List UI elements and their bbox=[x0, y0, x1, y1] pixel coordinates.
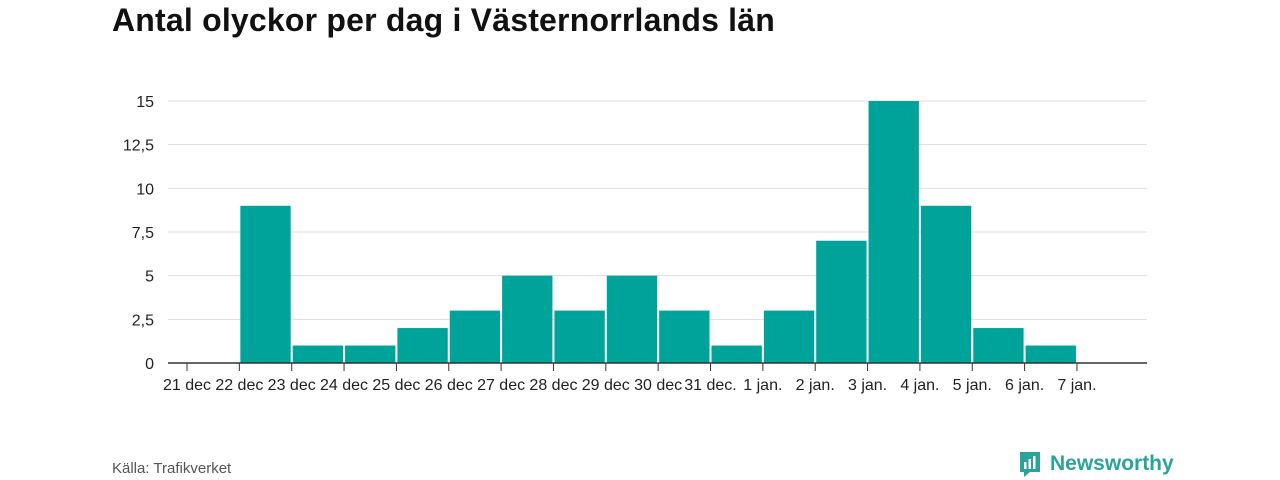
y-tick-label: 15 bbox=[136, 94, 154, 111]
x-tick-label: 6 jan. bbox=[1005, 377, 1044, 394]
bar bbox=[345, 345, 396, 363]
x-axis-labels: 21 dec 22 dec 23 dec 24 dec 25 dec 26 dec 27 d… bbox=[163, 377, 1097, 394]
x-axis bbox=[168, 362, 1147, 371]
y-tick-label: 10 bbox=[136, 181, 154, 198]
x-tick-label: 30 dec bbox=[634, 377, 682, 394]
x-tick-label: 27 dec bbox=[477, 377, 525, 394]
x-tick-label: 31 dec. bbox=[684, 377, 736, 394]
bar bbox=[554, 310, 605, 363]
x-tick-label: 29 dec bbox=[582, 377, 630, 394]
bar bbox=[449, 310, 501, 363]
y-tick-label: 12,5 bbox=[123, 138, 154, 155]
x-tick-label: 22 dec bbox=[215, 377, 263, 394]
bar bbox=[973, 328, 1024, 363]
gridlines bbox=[168, 100, 1147, 320]
y-tick-label: 0 bbox=[145, 356, 154, 373]
y-tick-label: 5 bbox=[145, 269, 154, 286]
bar bbox=[1025, 345, 1076, 363]
x-tick-label: 25 dec bbox=[372, 377, 420, 394]
source-note: Källa: Trafikverket bbox=[112, 460, 232, 477]
bar bbox=[816, 240, 867, 363]
x-tick-label: 26 dec bbox=[425, 377, 473, 394]
y-tick-label: 2,5 bbox=[132, 312, 154, 329]
x-tick-label: 2 jan. bbox=[796, 377, 835, 394]
x-tick-label: 1 jan. bbox=[743, 377, 782, 394]
x-tick-label: 21 dec bbox=[163, 377, 211, 394]
x-tick-label: 3 jan. bbox=[848, 377, 887, 394]
chart-title: Antal olyckor per dag i Västernorrlands … bbox=[112, 2, 776, 38]
newsworthy-logo-icon bbox=[1020, 452, 1040, 477]
bar bbox=[659, 310, 710, 363]
bar bbox=[397, 328, 448, 363]
x-tick-label: 7 jan. bbox=[1057, 377, 1096, 394]
y-axis-labels: 0 2,5 5 7,5 10 12,5 15 bbox=[123, 94, 154, 373]
bar bbox=[292, 345, 344, 363]
bar bbox=[763, 310, 815, 363]
bar bbox=[502, 275, 553, 363]
x-tick-label: 23 dec bbox=[268, 377, 316, 394]
brand-logo: Newsworthy bbox=[1018, 450, 1174, 478]
bars bbox=[240, 101, 1076, 363]
bar-chart: 0 2,5 5 7,5 10 12,5 15 21 dec 22 dec 23 dec 24 de… bbox=[123, 94, 1147, 394]
bar bbox=[240, 205, 291, 363]
bar bbox=[868, 101, 919, 363]
x-tick-label: 24 dec bbox=[320, 377, 368, 394]
bar bbox=[711, 345, 762, 363]
x-tick-label: 5 jan. bbox=[953, 377, 992, 394]
bar bbox=[606, 275, 658, 363]
y-tick-label: 7,5 bbox=[132, 225, 154, 242]
brand-name: Newsworthy bbox=[1050, 452, 1174, 475]
x-tick-label: 4 jan. bbox=[900, 377, 939, 394]
x-tick-label: 28 dec bbox=[529, 377, 577, 394]
bar bbox=[920, 205, 972, 363]
